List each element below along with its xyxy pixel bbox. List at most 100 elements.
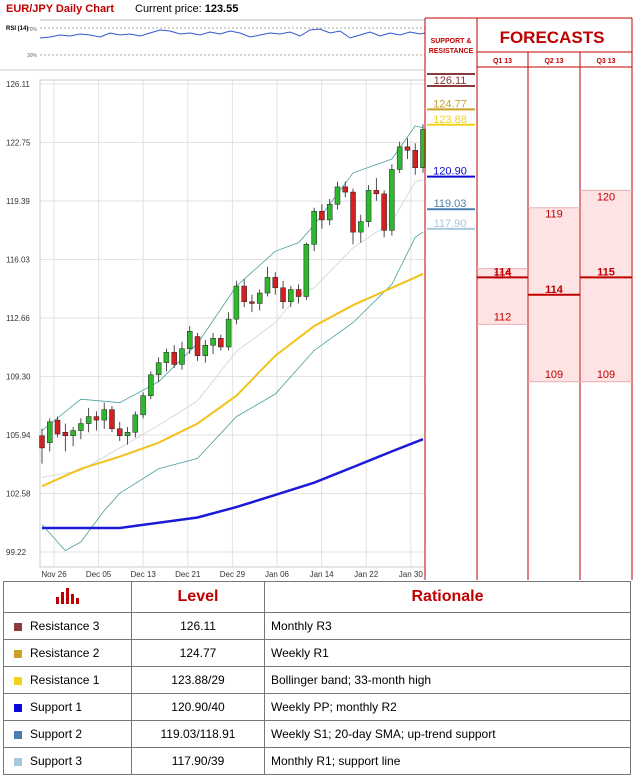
level-name: Resistance 3 bbox=[30, 619, 100, 633]
candle-body bbox=[249, 301, 255, 304]
rsi-level-30: 30% bbox=[27, 53, 38, 59]
y-tick-label: 109.30 bbox=[6, 373, 31, 382]
candle-body bbox=[140, 395, 146, 416]
candle-body bbox=[124, 432, 131, 436]
candle-body bbox=[319, 210, 325, 221]
table-logo-cell bbox=[3, 581, 132, 613]
level-value: 117.90/39 bbox=[131, 747, 265, 775]
candle-body bbox=[109, 409, 115, 430]
x-tick-label: Dec 05 bbox=[86, 570, 112, 579]
chart-title: EUR/JPY Daily Chart bbox=[6, 3, 115, 15]
level-swatch bbox=[14, 649, 22, 658]
current-price: Current price: 123.55 bbox=[135, 3, 238, 15]
y-tick-label: 99.22 bbox=[6, 548, 27, 557]
quarter-header: Q3 13 bbox=[596, 58, 615, 65]
candle-body bbox=[132, 414, 139, 433]
chart-grid bbox=[39, 79, 426, 568]
candle-body bbox=[389, 169, 395, 231]
level-name: Support 1 bbox=[30, 700, 83, 714]
candle-body bbox=[280, 287, 286, 302]
level-value: 120.90/40 bbox=[131, 693, 265, 721]
x-tick-label: Nov 26 bbox=[41, 570, 67, 579]
level-name: Resistance 1 bbox=[30, 673, 100, 687]
x-tick-label: Dec 13 bbox=[131, 570, 157, 579]
level-value: 123.88/29 bbox=[131, 666, 265, 694]
table-row: Support 1 120.90/40 Weekly PP; monthly R2 bbox=[3, 693, 631, 721]
candle-body bbox=[396, 146, 403, 170]
level-swatch bbox=[14, 622, 22, 631]
candle-body bbox=[155, 362, 162, 376]
chart-axes: 126.11 122.75 119.39 116.03 112.66 109.30 105.… bbox=[6, 80, 423, 579]
candle-body bbox=[39, 435, 45, 449]
level-swatch bbox=[14, 703, 22, 712]
price-chart: RSI (14) 70% 30% 126.11 122.75 119.39 116.0… bbox=[0, 17, 633, 580]
table-row: Resistance 2 124.77 Weekly R1 bbox=[3, 639, 631, 667]
candle-body bbox=[264, 277, 271, 294]
forecast-low-label: 109 bbox=[597, 369, 615, 381]
forecast-range bbox=[581, 190, 631, 382]
forecast-mid-label: 114 bbox=[494, 266, 513, 278]
y-tick-label: 105.94 bbox=[6, 431, 31, 440]
quarter-header: Q1 13 bbox=[493, 58, 512, 65]
level-name-cell: Resistance 1 bbox=[3, 666, 132, 694]
candle-body bbox=[202, 344, 209, 356]
candle-body bbox=[194, 336, 201, 356]
candle-body bbox=[350, 191, 356, 233]
candle-body bbox=[93, 416, 100, 421]
rsi-panel: RSI (14) 70% 30% bbox=[0, 19, 426, 71]
level-rationale: Monthly R3 bbox=[264, 612, 631, 640]
candle-body bbox=[272, 277, 279, 289]
candle-body bbox=[288, 289, 294, 302]
candle-body bbox=[334, 186, 341, 205]
candle-body bbox=[365, 190, 372, 222]
candle-body bbox=[358, 221, 364, 233]
level-name-cell: Support 3 bbox=[3, 747, 132, 775]
y-tick-label: 126.11 bbox=[6, 80, 30, 89]
x-tick-label: Jan 22 bbox=[354, 570, 379, 579]
candle-body bbox=[179, 348, 185, 365]
y-tick-label: 122.75 bbox=[6, 139, 31, 148]
candle-body bbox=[186, 331, 193, 349]
level-name-cell: Resistance 2 bbox=[3, 639, 132, 667]
candle-body bbox=[412, 150, 418, 168]
bollinger-upper-line bbox=[41, 125, 424, 431]
candle-body bbox=[85, 416, 92, 424]
x-tick-label: Jan 06 bbox=[265, 570, 290, 579]
candle-body bbox=[54, 419, 61, 435]
candle-body bbox=[311, 210, 317, 245]
forecast-title: FORECASTS bbox=[500, 28, 605, 47]
level-name-cell: Support 1 bbox=[3, 693, 132, 721]
y-tick-label: 119.39 bbox=[6, 197, 30, 206]
forecast-high-label: 120 bbox=[597, 191, 615, 203]
candle-body bbox=[218, 338, 224, 348]
level-swatch bbox=[14, 757, 22, 766]
rsi-line bbox=[39, 28, 426, 39]
candle-body bbox=[303, 244, 310, 297]
candle-body bbox=[70, 430, 76, 436]
candle-body bbox=[78, 423, 84, 431]
x-tick-label: Dec 29 bbox=[220, 570, 246, 579]
level-header: Level bbox=[131, 581, 265, 613]
sr-title-line2: RESISTANCE bbox=[429, 48, 474, 55]
sma50-line bbox=[41, 272, 424, 488]
candle-body bbox=[381, 193, 387, 231]
forecast-high-label: 119 bbox=[545, 209, 563, 221]
level-value: 119.03/118.91 bbox=[131, 720, 265, 748]
level-rationale: Monthly R1; support line bbox=[264, 747, 631, 775]
sr-level-label: 123.88 bbox=[433, 114, 467, 126]
table-row: Resistance 1 123.88/29 Bollinger band; 33-… bbox=[3, 666, 631, 694]
candle-body bbox=[62, 432, 69, 436]
x-tick-label: Jan 30 bbox=[399, 570, 424, 579]
forecast-low-label: 109 bbox=[545, 369, 563, 381]
sma200-line bbox=[42, 438, 424, 530]
candle-body bbox=[295, 289, 302, 297]
x-tick-label: Dec 21 bbox=[175, 570, 201, 579]
sr-level-label: 126.11 bbox=[434, 75, 467, 87]
forecast-mid-label: 115 bbox=[597, 266, 615, 278]
table-row: Support 3 117.90/39 Monthly R1; support li… bbox=[3, 747, 631, 775]
candle-body bbox=[233, 285, 240, 320]
level-rationale: Weekly R1 bbox=[264, 639, 631, 667]
y-tick-label: 116.03 bbox=[6, 256, 30, 265]
rsi-level-70: 70% bbox=[27, 27, 38, 33]
candle-body bbox=[163, 351, 170, 363]
